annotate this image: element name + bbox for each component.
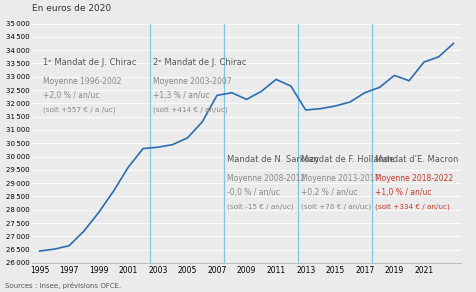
Text: Moyenne 2018-2022: Moyenne 2018-2022 [375, 174, 453, 183]
Text: (soit +557 € / a /uc): (soit +557 € / a /uc) [42, 106, 115, 112]
Text: (soit -15 € / an/uc): (soit -15 € / an/uc) [228, 203, 294, 210]
Text: Moyenne 2003-2007: Moyenne 2003-2007 [153, 77, 232, 86]
Text: Moyenne 2008-2012: Moyenne 2008-2012 [228, 174, 306, 183]
Text: -0,0 % / an/uc: -0,0 % / an/uc [228, 189, 280, 197]
Text: 1ᵉ Mandat de J. Chirac: 1ᵉ Mandat de J. Chirac [42, 58, 136, 67]
Text: +1,0 % / an/uc: +1,0 % / an/uc [375, 189, 432, 197]
Text: 2ᵉ Mandat de J. Chirac: 2ᵉ Mandat de J. Chirac [153, 58, 247, 67]
Text: Mandat de F. Hollande: Mandat de F. Hollande [301, 155, 395, 164]
Text: En euros de 2020: En euros de 2020 [32, 4, 111, 13]
Text: (soit +334 € / an/uc): (soit +334 € / an/uc) [375, 203, 450, 210]
Text: +1,3 % / an/uc: +1,3 % / an/uc [153, 91, 210, 100]
Text: (soit +76 € / an/uc): (soit +76 € / an/uc) [301, 203, 371, 210]
Text: (soit +414 € / an/uc): (soit +414 € / an/uc) [153, 106, 228, 112]
Text: Sources : Insee, prévisions OFCE.: Sources : Insee, prévisions OFCE. [5, 282, 121, 289]
Text: Moyenne 1996-2002: Moyenne 1996-2002 [42, 77, 121, 86]
Text: Mandat d’E. Macron: Mandat d’E. Macron [375, 155, 458, 164]
Text: +0,2 % / an/uc: +0,2 % / an/uc [301, 189, 358, 197]
Text: +2,0 % / an/uc: +2,0 % / an/uc [42, 91, 99, 100]
Text: Mandat de N. Sarkozy: Mandat de N. Sarkozy [228, 155, 319, 164]
Text: Moyenne 2013-2017: Moyenne 2013-2017 [301, 174, 379, 183]
